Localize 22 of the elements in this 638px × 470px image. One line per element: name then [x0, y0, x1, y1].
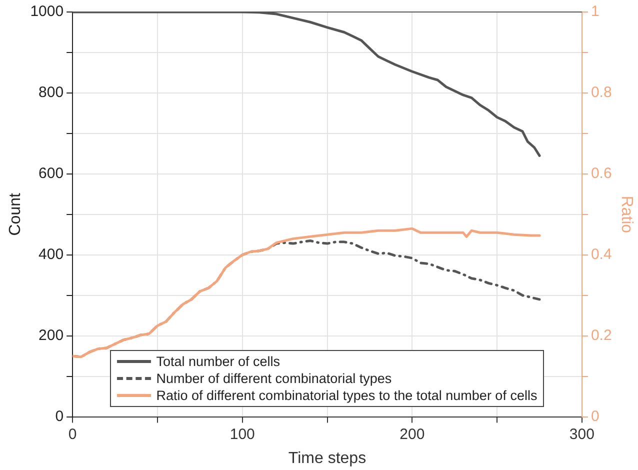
- x-axis-title: Time steps: [288, 450, 366, 467]
- y2-tick-label: 0.6: [590, 165, 612, 182]
- legend-label: Ratio of different combinatorial types to the total number of cells: [156, 388, 538, 403]
- y-tick-label: 400: [38, 246, 64, 264]
- y-tick-label: 0: [55, 408, 64, 425]
- y2-tick-label: 0.8: [590, 84, 612, 102]
- y-tick-label: 600: [38, 165, 64, 182]
- y-tick-label: 200: [38, 326, 64, 344]
- x-tick-label: 200: [400, 426, 425, 443]
- x-tick-label: 300: [569, 426, 594, 443]
- y2-tick-label: 0: [590, 408, 600, 425]
- y2-tick-label: 1: [590, 3, 600, 20]
- x-tick-label: 100: [230, 426, 255, 443]
- y-axis-title: Count: [7, 192, 24, 236]
- legend-label: Total number of cells: [156, 354, 280, 369]
- y-tick-label: 800: [38, 84, 64, 102]
- y2-axis-title: Ratio: [618, 196, 635, 234]
- y2-tick-label: 0.4: [590, 246, 612, 264]
- y-tick-label: 1000: [30, 3, 64, 20]
- y2-tick-label: 0.2: [590, 326, 612, 344]
- x-tick-label: 0: [68, 426, 77, 443]
- legend-label: Number of different combinatorial types: [156, 370, 392, 386]
